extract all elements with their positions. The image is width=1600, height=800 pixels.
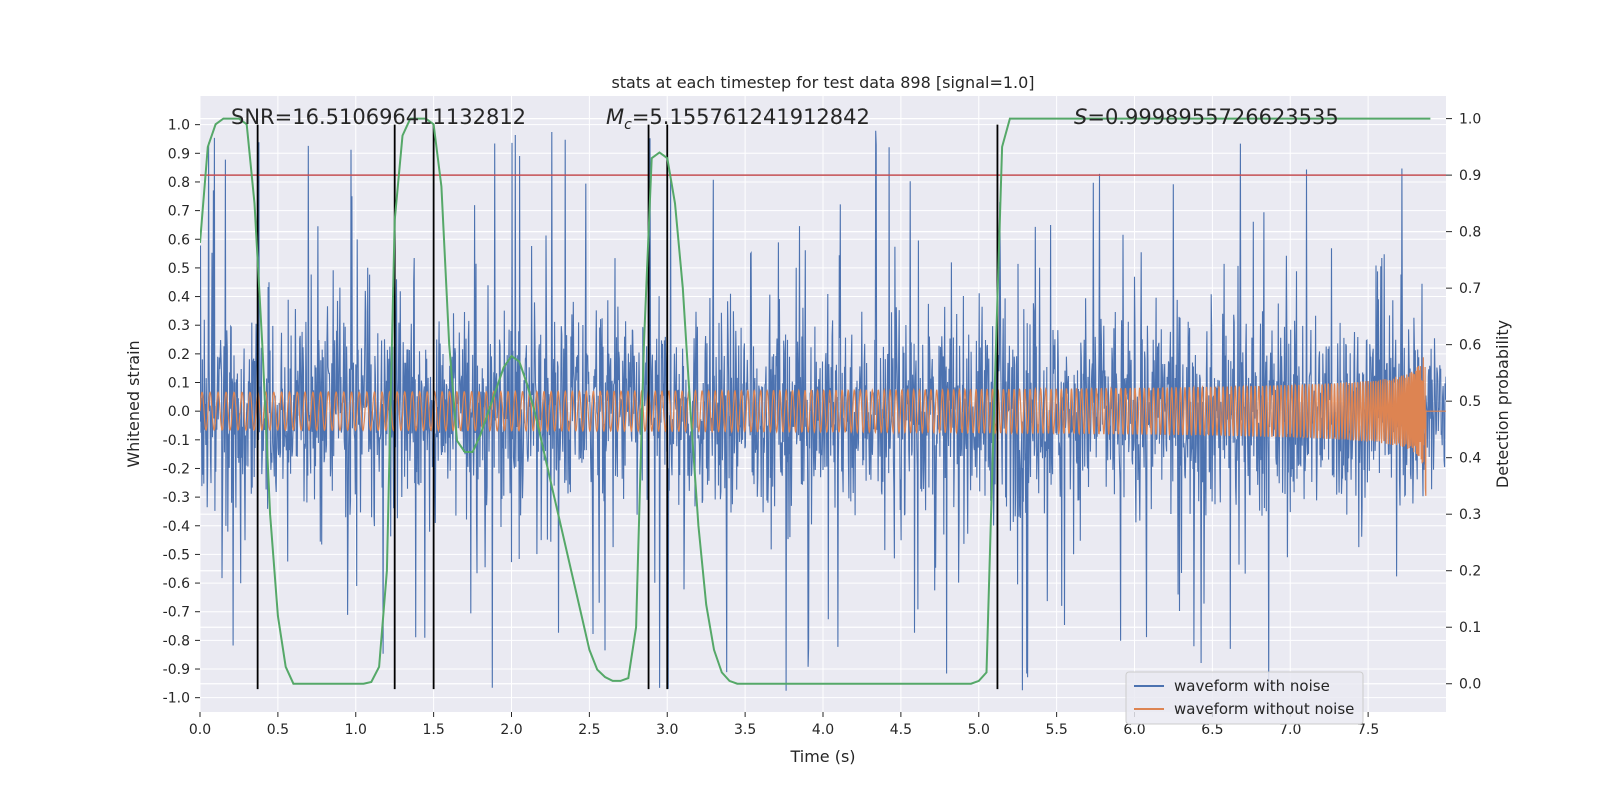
x-tick-label: 4.0: [812, 722, 834, 738]
series-waveform-without-noise: [200, 357, 1446, 496]
right-tick-label: 0.2: [1459, 564, 1481, 580]
y-tick-label: 0.8: [168, 175, 190, 191]
score-annotation: S=0.9998955726623535: [1074, 105, 1339, 129]
y-tick-label: -0.9: [163, 662, 190, 678]
y-tick-label: -1.0: [163, 691, 190, 707]
x-tick-label: 7.0: [1279, 722, 1301, 738]
y-tick-label: 0.6: [168, 232, 190, 248]
x-tick-label: 2.5: [578, 722, 600, 738]
y-tick-label: 0.1: [168, 376, 190, 392]
chirp-mass-annotation: Mc=5.155761241912842: [606, 105, 870, 133]
right-tick-label: 0.4: [1459, 451, 1481, 467]
y-tick-label: 0.9: [168, 146, 190, 162]
chirp-mass-symbol: M: [606, 105, 624, 129]
y-tick-label: -0.2: [163, 461, 190, 477]
right-axis-ticks: 1.0 0.9 0.8 0.7 0.6 0.5 0.4 0.3 0.2 0.1 0.0: [1446, 112, 1481, 693]
y-tick-label: 0.3: [168, 318, 190, 334]
x-tick-label: 5.0: [968, 722, 990, 738]
right-tick-label: 0.5: [1459, 394, 1481, 410]
y-tick-label: 0.5: [168, 261, 190, 277]
right-tick-label: 0.3: [1459, 507, 1481, 523]
y-tick-label: 0.0: [168, 404, 190, 420]
x-tick-label: 3.0: [656, 722, 678, 738]
x-tick-label: 1.0: [345, 722, 367, 738]
x-tick-label: 7.5: [1357, 722, 1379, 738]
y-axis-label: Whitened strain: [124, 340, 143, 467]
y-axis-ticks: 1.0 0.9 0.8 0.7 0.6 0.5 0.4 0.3 0.2 0.1 0.0 -0.1 -0.…: [163, 118, 200, 707]
y-tick-label: -0.4: [163, 519, 190, 535]
series-waveform-with-noise: [200, 130, 1446, 691]
right-tick-label: 0.6: [1459, 338, 1481, 354]
legend-label-noise: waveform with noise: [1174, 677, 1330, 695]
x-tick-label: 6.0: [1123, 722, 1145, 738]
y-tick-label: 1.0: [168, 118, 190, 134]
right-tick-label: 0.1: [1459, 620, 1481, 636]
x-tick-label: 0.0: [189, 722, 211, 738]
y-tick-label: -0.5: [163, 547, 190, 563]
x-axis-label: Time (s): [789, 747, 855, 766]
x-tick-label: 3.5: [734, 722, 756, 738]
y-tick-label: -0.6: [163, 576, 190, 592]
legend-box: [1125, 671, 1364, 725]
legend-label-clean: waveform without noise: [1174, 700, 1354, 718]
y-tick-label: 0.2: [168, 347, 190, 363]
x-tick-label: 5.5: [1045, 722, 1067, 738]
x-tick-label: 4.5: [890, 722, 912, 738]
y-tick-label: 0.4: [168, 290, 190, 306]
right-tick-label: 0.7: [1459, 281, 1481, 297]
x-axis-ticks: 0.0 0.5 1.0 1.5 2.0 2.5 3.0 3.5 4.0 4.5 5.0 5.5 6.0 6…: [189, 712, 1379, 738]
y-tick-label: -0.3: [163, 490, 190, 506]
score-symbol: S: [1074, 105, 1087, 129]
series-detection-probability: [200, 117, 1431, 685]
chart-title: stats at each timestep for test data 898…: [611, 73, 1034, 92]
x-tick-label: 1.5: [422, 722, 444, 738]
y-tick-label: -0.1: [163, 433, 190, 449]
chirp-mass-subscript: c: [624, 117, 632, 133]
x-tick-label: 0.5: [267, 722, 289, 738]
snr-annotation: SNR=16.510696411132812: [231, 105, 526, 129]
right-axis-label: Detection probability: [1493, 320, 1512, 488]
right-tick-label: 0.0: [1459, 677, 1481, 693]
right-tick-label: 0.9: [1459, 168, 1481, 184]
y-tick-label: 0.7: [168, 204, 190, 220]
event-lines: [256, 124, 999, 690]
chirp-mass-value: =5.155761241912842: [632, 105, 870, 129]
x-tick-label: 2.0: [500, 722, 522, 738]
y-tick-label: -0.8: [163, 633, 190, 649]
y-tick-label: -0.7: [163, 605, 190, 621]
right-tick-label: 1.0: [1459, 112, 1481, 128]
score-value: =0.9998955726623535: [1087, 105, 1338, 129]
legend: waveform with noise waveform without noi…: [1125, 671, 1364, 725]
x-tick-label: 6.5: [1201, 722, 1223, 738]
right-tick-label: 0.8: [1459, 225, 1481, 241]
